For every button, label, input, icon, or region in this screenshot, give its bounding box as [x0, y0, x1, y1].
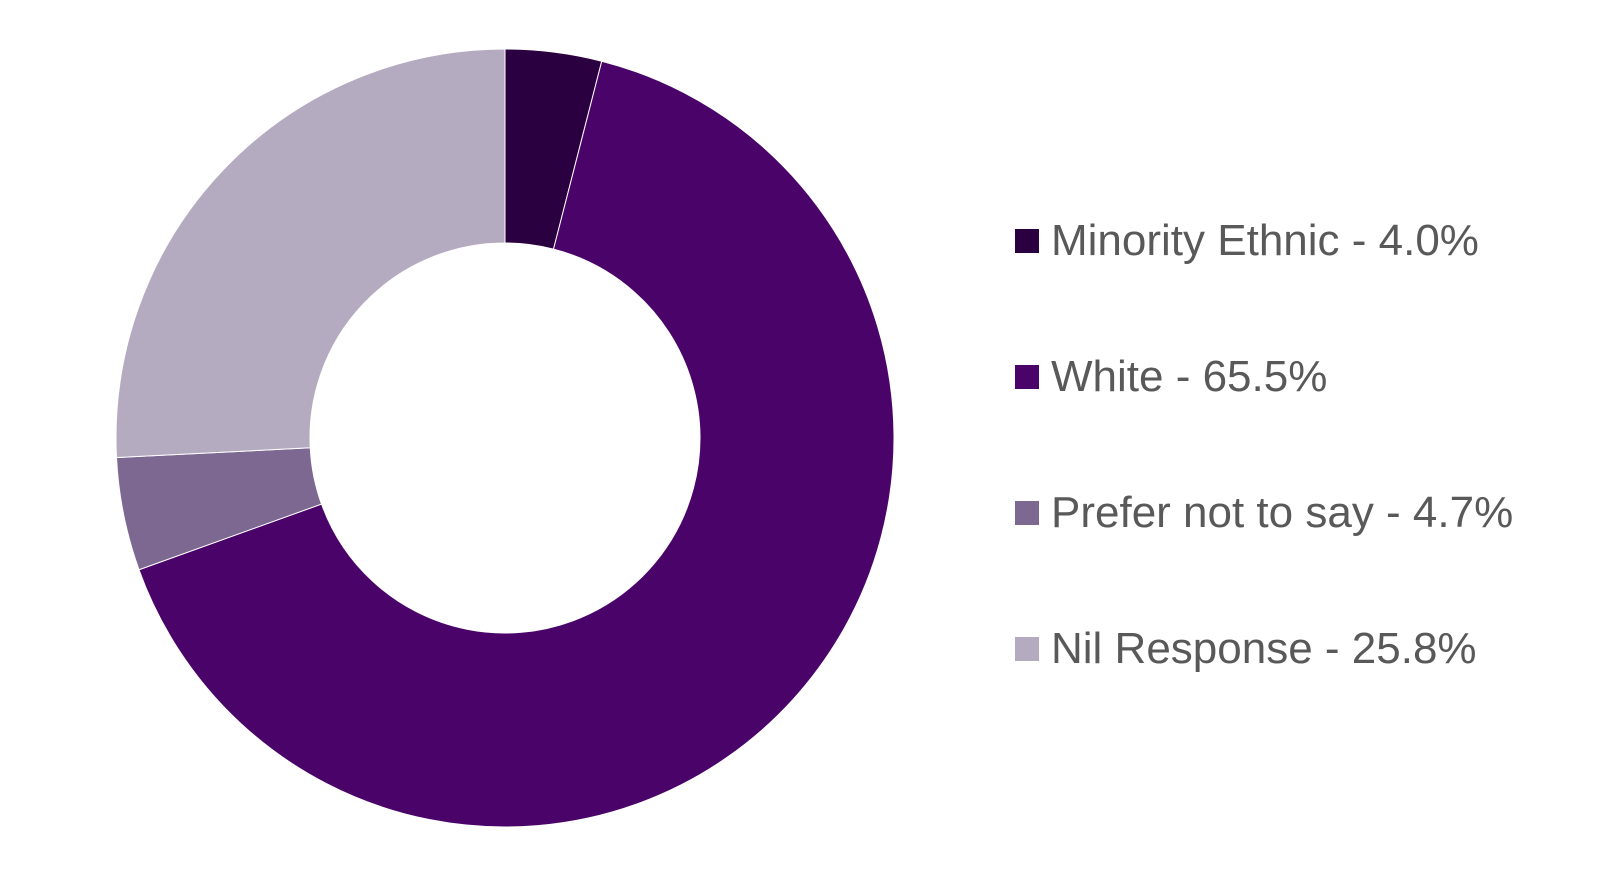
- legend-label-white: White - 65.5%: [1051, 352, 1328, 401]
- legend-label-nil-response: Nil Response - 25.8%: [1051, 624, 1477, 673]
- legend-item-minority-ethnic: Minority Ethnic - 4.0%: [1015, 214, 1595, 268]
- legend-swatch-prefer-not-to-say: [1015, 501, 1039, 525]
- legend-label-prefer-not-to-say: Prefer not to say - 4.7%: [1051, 488, 1514, 537]
- legend-swatch-minority-ethnic: [1015, 229, 1039, 253]
- legend-swatch-white: [1015, 365, 1039, 389]
- legend-swatch-nil-response: [1015, 637, 1039, 661]
- slice-nil-response: [115, 48, 506, 459]
- legend-item-nil-response: Nil Response - 25.8%: [1015, 622, 1595, 676]
- legend-item-white: White - 65.5%: [1015, 350, 1595, 404]
- legend-label-minority-ethnic: Minority Ethnic - 4.0%: [1051, 216, 1479, 265]
- slice-white: [138, 60, 895, 828]
- chart-legend: Minority Ethnic - 4.0% White - 65.5% Pre…: [1015, 214, 1595, 676]
- legend-item-prefer-not-to-say: Prefer not to say - 4.7%: [1015, 486, 1595, 540]
